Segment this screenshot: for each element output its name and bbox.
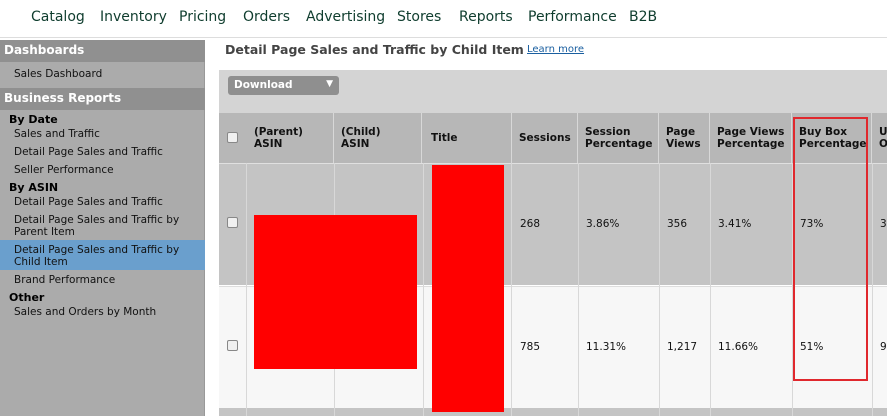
cell-page-views-percentage: 11.66% — [718, 341, 759, 353]
column-header-sessions[interactable]: Sessions — [512, 113, 578, 163]
cell-units-partial: 9 — [880, 341, 887, 353]
redaction-asin — [254, 215, 417, 369]
column-divider — [511, 163, 512, 416]
sidebar-item-seller-performance[interactable]: Seller Performance — [14, 164, 114, 176]
cell-buy-box-percentage: 73% — [800, 218, 824, 230]
table-row-partial — [219, 408, 887, 416]
column-header-parent-asin[interactable]: (Parent) ASIN — [247, 113, 334, 163]
nav-performance[interactable]: Performance — [528, 9, 617, 25]
cell-sessions: 785 — [520, 341, 541, 353]
column-divider — [578, 163, 579, 416]
nav-reports[interactable]: Reports — [459, 9, 513, 25]
column-header-title-label: Title — [431, 132, 458, 144]
select-all-checkbox[interactable] — [227, 132, 238, 143]
column-header-child-asin[interactable]: (Child) ASIN — [334, 113, 422, 163]
nav-pricing[interactable]: Pricing — [179, 9, 227, 25]
page-title: Detail Page Sales and Traffic by Child I… — [225, 42, 524, 57]
sidebar-item-asin-by-parent[interactable]: Detail Page Sales and Traffic by Parent … — [14, 214, 180, 238]
sidebar-item-sales-dashboard[interactable]: Sales Dashboard — [14, 68, 103, 80]
sidebar-section-by-asin: By ASIN — [9, 181, 59, 194]
cell-buy-box-percentage: 51% — [800, 341, 824, 353]
column-divider — [872, 163, 873, 416]
cell-page-views-percentage: 3.41% — [718, 218, 752, 230]
sidebar-item-detail-page-sales-traffic[interactable]: Detail Page Sales and Traffic — [14, 146, 163, 158]
sidebar-item-sales-and-traffic[interactable]: Sales and Traffic — [14, 128, 100, 140]
redaction-title — [432, 165, 504, 412]
column-divider — [246, 163, 247, 416]
sidebar-item-asin-detail-page[interactable]: Detail Page Sales and Traffic — [14, 196, 163, 208]
cell-session-percentage: 11.31% — [586, 341, 627, 353]
learn-more-link[interactable]: Learn more — [527, 44, 585, 55]
top-nav: Catalog Inventory Pricing Orders Adverti… — [0, 0, 887, 38]
column-divider — [423, 163, 424, 416]
sidebar-active-highlight — [0, 240, 205, 270]
column-header-session-percentage[interactable]: Session Percentage — [578, 113, 659, 163]
cell-session-percentage: 3.86% — [586, 218, 620, 230]
cell-units-partial: 3 — [880, 218, 887, 230]
column-divider — [710, 163, 711, 416]
column-header-buy-box-percentage-label: Buy Box Percentage — [799, 126, 867, 150]
nav-advertising[interactable]: Advertising — [306, 9, 386, 25]
cell-sessions: 268 — [520, 218, 541, 230]
row-checkbox[interactable] — [227, 217, 238, 228]
row-checkbox[interactable] — [227, 340, 238, 351]
column-header-units-partial-label: U O — [879, 126, 887, 150]
cell-page-views: 356 — [667, 218, 688, 230]
chevron-down-icon: ▼ — [326, 79, 333, 89]
sidebar-item-asin-by-child[interactable]: Detail Page Sales and Traffic by Child I… — [14, 244, 180, 268]
column-header-sessions-label: Sessions — [519, 132, 571, 144]
column-divider — [792, 163, 793, 416]
column-header-title[interactable]: Title — [424, 113, 512, 163]
column-header-parent-asin-label: (Parent) ASIN — [254, 126, 303, 150]
nav-catalog[interactable]: Catalog — [31, 9, 85, 25]
column-header-page-views-percentage-label: Page Views Percentage — [717, 126, 785, 150]
nav-stores[interactable]: Stores — [397, 9, 442, 25]
table-header-row — [219, 113, 887, 163]
column-header-units-partial[interactable]: U O — [872, 113, 887, 163]
download-dropdown[interactable]: Download ▼ — [228, 76, 339, 95]
column-header-page-views-label: Page Views — [666, 126, 701, 150]
nav-orders[interactable]: Orders — [243, 9, 291, 25]
sidebar-section-by-date: By Date — [9, 113, 58, 126]
nav-inventory[interactable]: Inventory — [100, 9, 167, 25]
column-header-page-views[interactable]: Page Views — [659, 113, 710, 163]
sidebar-header-business-reports: Business Reports — [0, 88, 205, 110]
sidebar-header-dashboards: Dashboards — [0, 40, 205, 62]
column-header-buy-box-percentage[interactable]: Buy Box Percentage — [792, 113, 872, 163]
sidebar-item-sales-orders-month[interactable]: Sales and Orders by Month — [14, 306, 157, 318]
sidebar-item-brand-performance[interactable]: Brand Performance — [14, 274, 116, 286]
download-label: Download — [234, 79, 293, 91]
column-divider — [659, 163, 660, 416]
column-header-page-views-percentage[interactable]: Page Views Percentage — [710, 113, 792, 163]
buy-box-highlight — [793, 117, 868, 381]
column-header-session-percentage-label: Session Percentage — [585, 126, 653, 150]
cell-page-views: 1,217 — [667, 341, 698, 353]
nav-b2b[interactable]: B2B — [629, 9, 658, 25]
sidebar-section-other: Other — [9, 291, 45, 304]
column-header-child-asin-label: (Child) ASIN — [341, 126, 381, 150]
